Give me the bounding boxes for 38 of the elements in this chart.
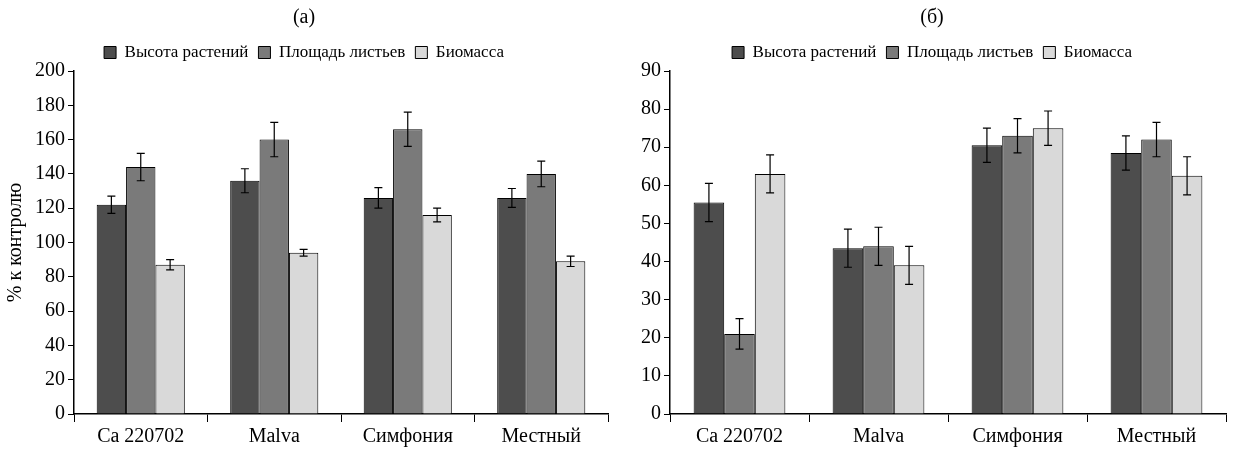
legend-label: Площадь листьев — [278, 41, 406, 61]
y-tick-label: 0 — [651, 401, 661, 424]
x-tick-label: Местный — [501, 424, 582, 447]
x-tick-label: Симфония — [972, 424, 1063, 448]
y-tick-label: 120 — [35, 195, 65, 218]
y-tick-label: 20 — [45, 366, 65, 389]
y-tick-label: 80 — [45, 264, 65, 287]
x-tick-label: Местный — [1116, 424, 1197, 447]
y-axis-title: % к контролю — [3, 182, 27, 303]
legend-label: Биомасса — [1063, 41, 1133, 61]
x-tick-label: Симфония — [362, 424, 453, 448]
y-tick-label: 40 — [641, 248, 661, 271]
y-tick-label: 30 — [641, 286, 661, 309]
legend-label: Биомасса — [435, 41, 505, 61]
y-tick-label: 10 — [641, 363, 661, 386]
y-tick-label: 140 — [35, 161, 65, 184]
y-tick-label: 160 — [35, 126, 65, 149]
y-tick-label: 50 — [641, 210, 661, 233]
x-tick-label: Malva — [248, 424, 300, 447]
chart-title: (a) — [292, 5, 316, 29]
x-tick-label: Ca 220702 — [695, 424, 784, 447]
legend-label: Высота растений — [752, 41, 877, 61]
legend-label: Площадь листьев — [906, 41, 1034, 61]
x-tick-label: Malva — [852, 424, 905, 447]
y-tick-label: 90 — [641, 58, 661, 81]
x-tick-label: Ca 220702 — [97, 424, 185, 447]
y-tick-label: 80 — [641, 96, 661, 119]
legend-label: Высота растений — [124, 41, 249, 61]
y-tick-label: 100 — [35, 229, 65, 252]
y-tick-label: 20 — [641, 325, 661, 348]
y-tick-label: 0 — [55, 401, 65, 424]
y-tick-label: 60 — [641, 172, 661, 195]
y-tick-label: 40 — [45, 332, 65, 355]
y-tick-label: 60 — [45, 298, 65, 321]
y-tick-label: 200 — [35, 58, 65, 81]
y-tick-label: 70 — [641, 134, 661, 157]
y-tick-label: 180 — [35, 92, 65, 115]
chart-title: (б) — [920, 5, 944, 29]
